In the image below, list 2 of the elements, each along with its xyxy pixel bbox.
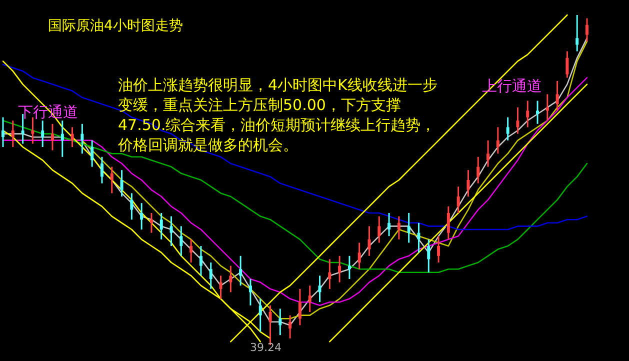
annotation: 39.24 <box>250 341 282 354</box>
chart-title: 国际原油4小时图走势 <box>48 18 183 34</box>
